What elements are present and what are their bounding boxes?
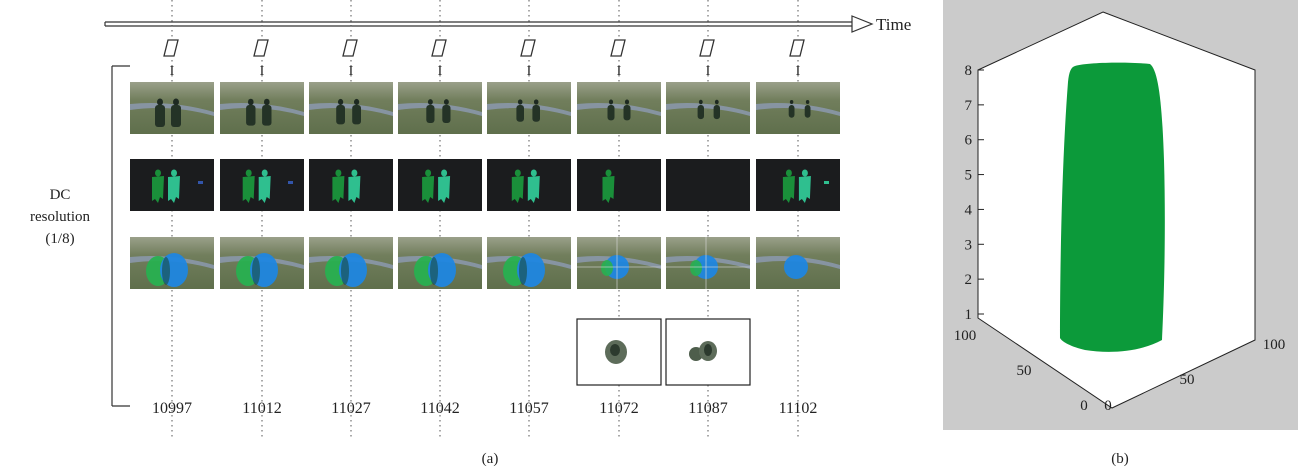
iframe-marker-icon (699, 39, 715, 57)
frame-type-label: I (349, 64, 354, 79)
caption-b: (b) (1111, 451, 1129, 467)
tracking-frame (577, 237, 661, 289)
frame-number-label: 11102 (779, 400, 818, 417)
frame-column: I 11057 (487, 0, 571, 440)
frame-number-label: 10997 (152, 400, 192, 417)
frame-type-label: I (170, 64, 175, 79)
zoom-detail-box (665, 318, 751, 386)
frame-type-label: I (617, 64, 622, 79)
mask-frame (577, 159, 661, 211)
tracking-frame (666, 237, 750, 289)
frame-number-label: 11012 (242, 400, 281, 417)
frame-column: I 11072 (576, 0, 662, 440)
side-label: DC resolution (1/8) (30, 187, 90, 247)
frame-type-label: I (796, 64, 801, 79)
iframe-marker-icon (431, 39, 447, 57)
original-frame (220, 82, 304, 134)
z-tick-label: 3 (965, 237, 973, 253)
mask-frame (130, 159, 214, 211)
caption-a: (a) (482, 451, 499, 467)
original-frame (666, 82, 750, 134)
mask-frame (756, 159, 840, 211)
original-frame (398, 82, 482, 134)
left-axis-tick-label: 100 (954, 328, 977, 344)
frame-columns: I 10997 I 11012 I 11027 I 11042 I 11057 I 11072 I 110… (130, 0, 840, 440)
z-tick-label: 5 (965, 168, 973, 184)
side-label-line1: DC (50, 187, 71, 203)
xy-axes: 0 50 100 0 50 100 (954, 328, 1286, 414)
plot-3d-panel: 1 2 3 4 5 6 7 8 0 50 100 0 50 100 (943, 0, 1298, 430)
frame-column: I 11012 (220, 0, 304, 440)
frame-type-label: I (438, 64, 443, 79)
iframe-marker-icon (253, 39, 269, 57)
frame-column: I 11042 (398, 0, 482, 440)
z-tick-label: 8 (965, 63, 973, 79)
zoom-detail-box (576, 318, 662, 386)
z-tick-label: 6 (965, 133, 973, 149)
frame-column: I 10997 (130, 0, 214, 440)
right-axis-tick-label: 50 (1180, 372, 1195, 388)
volume-shape (1060, 62, 1165, 352)
iframe-marker-icon (163, 39, 179, 57)
z-axis: 1 2 3 4 5 6 7 8 (965, 63, 984, 323)
mask-frame (487, 159, 571, 211)
side-label-line2: resolution (30, 209, 90, 225)
frame-number-label: 11072 (599, 400, 638, 417)
iframe-marker-icon (610, 39, 626, 57)
frame-type-label: I (706, 64, 711, 79)
frame-column: I 11027 (309, 0, 393, 440)
original-frame (130, 82, 214, 134)
tracking-frame (487, 237, 571, 289)
tracking-frame (220, 237, 304, 289)
tracking-frame (130, 237, 214, 289)
mask-frame (398, 159, 482, 211)
original-frame (577, 82, 661, 134)
frame-type-label: I (527, 64, 532, 79)
tracking-frame (398, 237, 482, 289)
iframe-marker-icon (342, 39, 358, 57)
tracking-frame (756, 237, 840, 289)
original-frame (487, 82, 571, 134)
mask-frame (309, 159, 393, 211)
iframe-marker-icon (789, 39, 805, 57)
time-axis: Time (104, 15, 911, 34)
time-label: Time (876, 15, 911, 34)
frame-column: I 11087 (665, 0, 751, 440)
tracking-frame (309, 237, 393, 289)
frame-number-label: 11057 (509, 400, 548, 417)
original-frame (309, 82, 393, 134)
frame-number-label: 11027 (331, 400, 370, 417)
iframe-marker-icon (520, 39, 536, 57)
frame-type-label: I (260, 64, 265, 79)
left-axis-tick-label: 50 (1017, 363, 1032, 379)
left-axis-tick-label: 0 (1080, 398, 1088, 414)
original-frame (756, 82, 840, 134)
frame-column: I 11102 (756, 0, 840, 440)
mask-frame (220, 159, 304, 211)
right-axis-tick-label: 0 (1104, 398, 1112, 414)
z-tick-label: 1 (965, 307, 973, 323)
side-label-line3: (1/8) (45, 231, 74, 247)
frame-number-label: 11087 (688, 400, 727, 417)
frame-number-label: 11042 (420, 400, 459, 417)
z-tick-label: 4 (965, 202, 973, 218)
time-arrow-head-icon (851, 15, 874, 33)
z-tick-label: 7 (965, 98, 973, 114)
right-axis-tick-label: 100 (1263, 337, 1286, 353)
mask-frame (666, 159, 750, 211)
dc-bracket (111, 65, 130, 407)
z-tick-label: 2 (965, 272, 973, 288)
